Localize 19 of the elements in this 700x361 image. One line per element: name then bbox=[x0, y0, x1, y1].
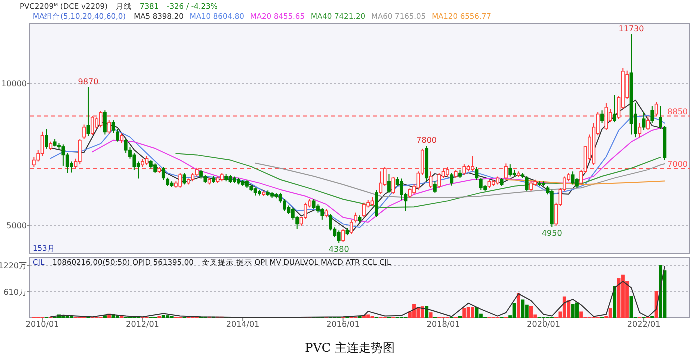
x-tick-label: 2014/01 bbox=[226, 320, 260, 329]
ref-line-label: 7000 bbox=[668, 160, 688, 169]
x-tick-label: 2010/01 bbox=[26, 320, 60, 329]
x-tick-label: 2012/01 bbox=[126, 320, 160, 329]
x-tick-label: 2016/01 bbox=[326, 320, 360, 329]
annotation: 7800 bbox=[416, 136, 438, 146]
text: PVC 主连走势图 bbox=[305, 341, 395, 355]
y-tick-label: 5000 bbox=[6, 222, 27, 231]
ref-line-label: 8850 bbox=[668, 107, 688, 116]
annotation: 9870 bbox=[78, 77, 99, 86]
y-tick-label: 10000 bbox=[2, 80, 27, 89]
x-tick-label: 2018/01 bbox=[426, 320, 460, 329]
y-tick-label: 1220万 bbox=[0, 262, 27, 271]
y-tick-label: 610万 bbox=[4, 288, 27, 297]
annotation: 11730 bbox=[618, 24, 644, 34]
annotation: 4950 bbox=[542, 229, 562, 238]
x-tick-label: 2022/01 bbox=[627, 320, 661, 329]
annotation: 4380 bbox=[328, 245, 350, 254]
x-tick-label: 2020/01 bbox=[527, 320, 560, 329]
